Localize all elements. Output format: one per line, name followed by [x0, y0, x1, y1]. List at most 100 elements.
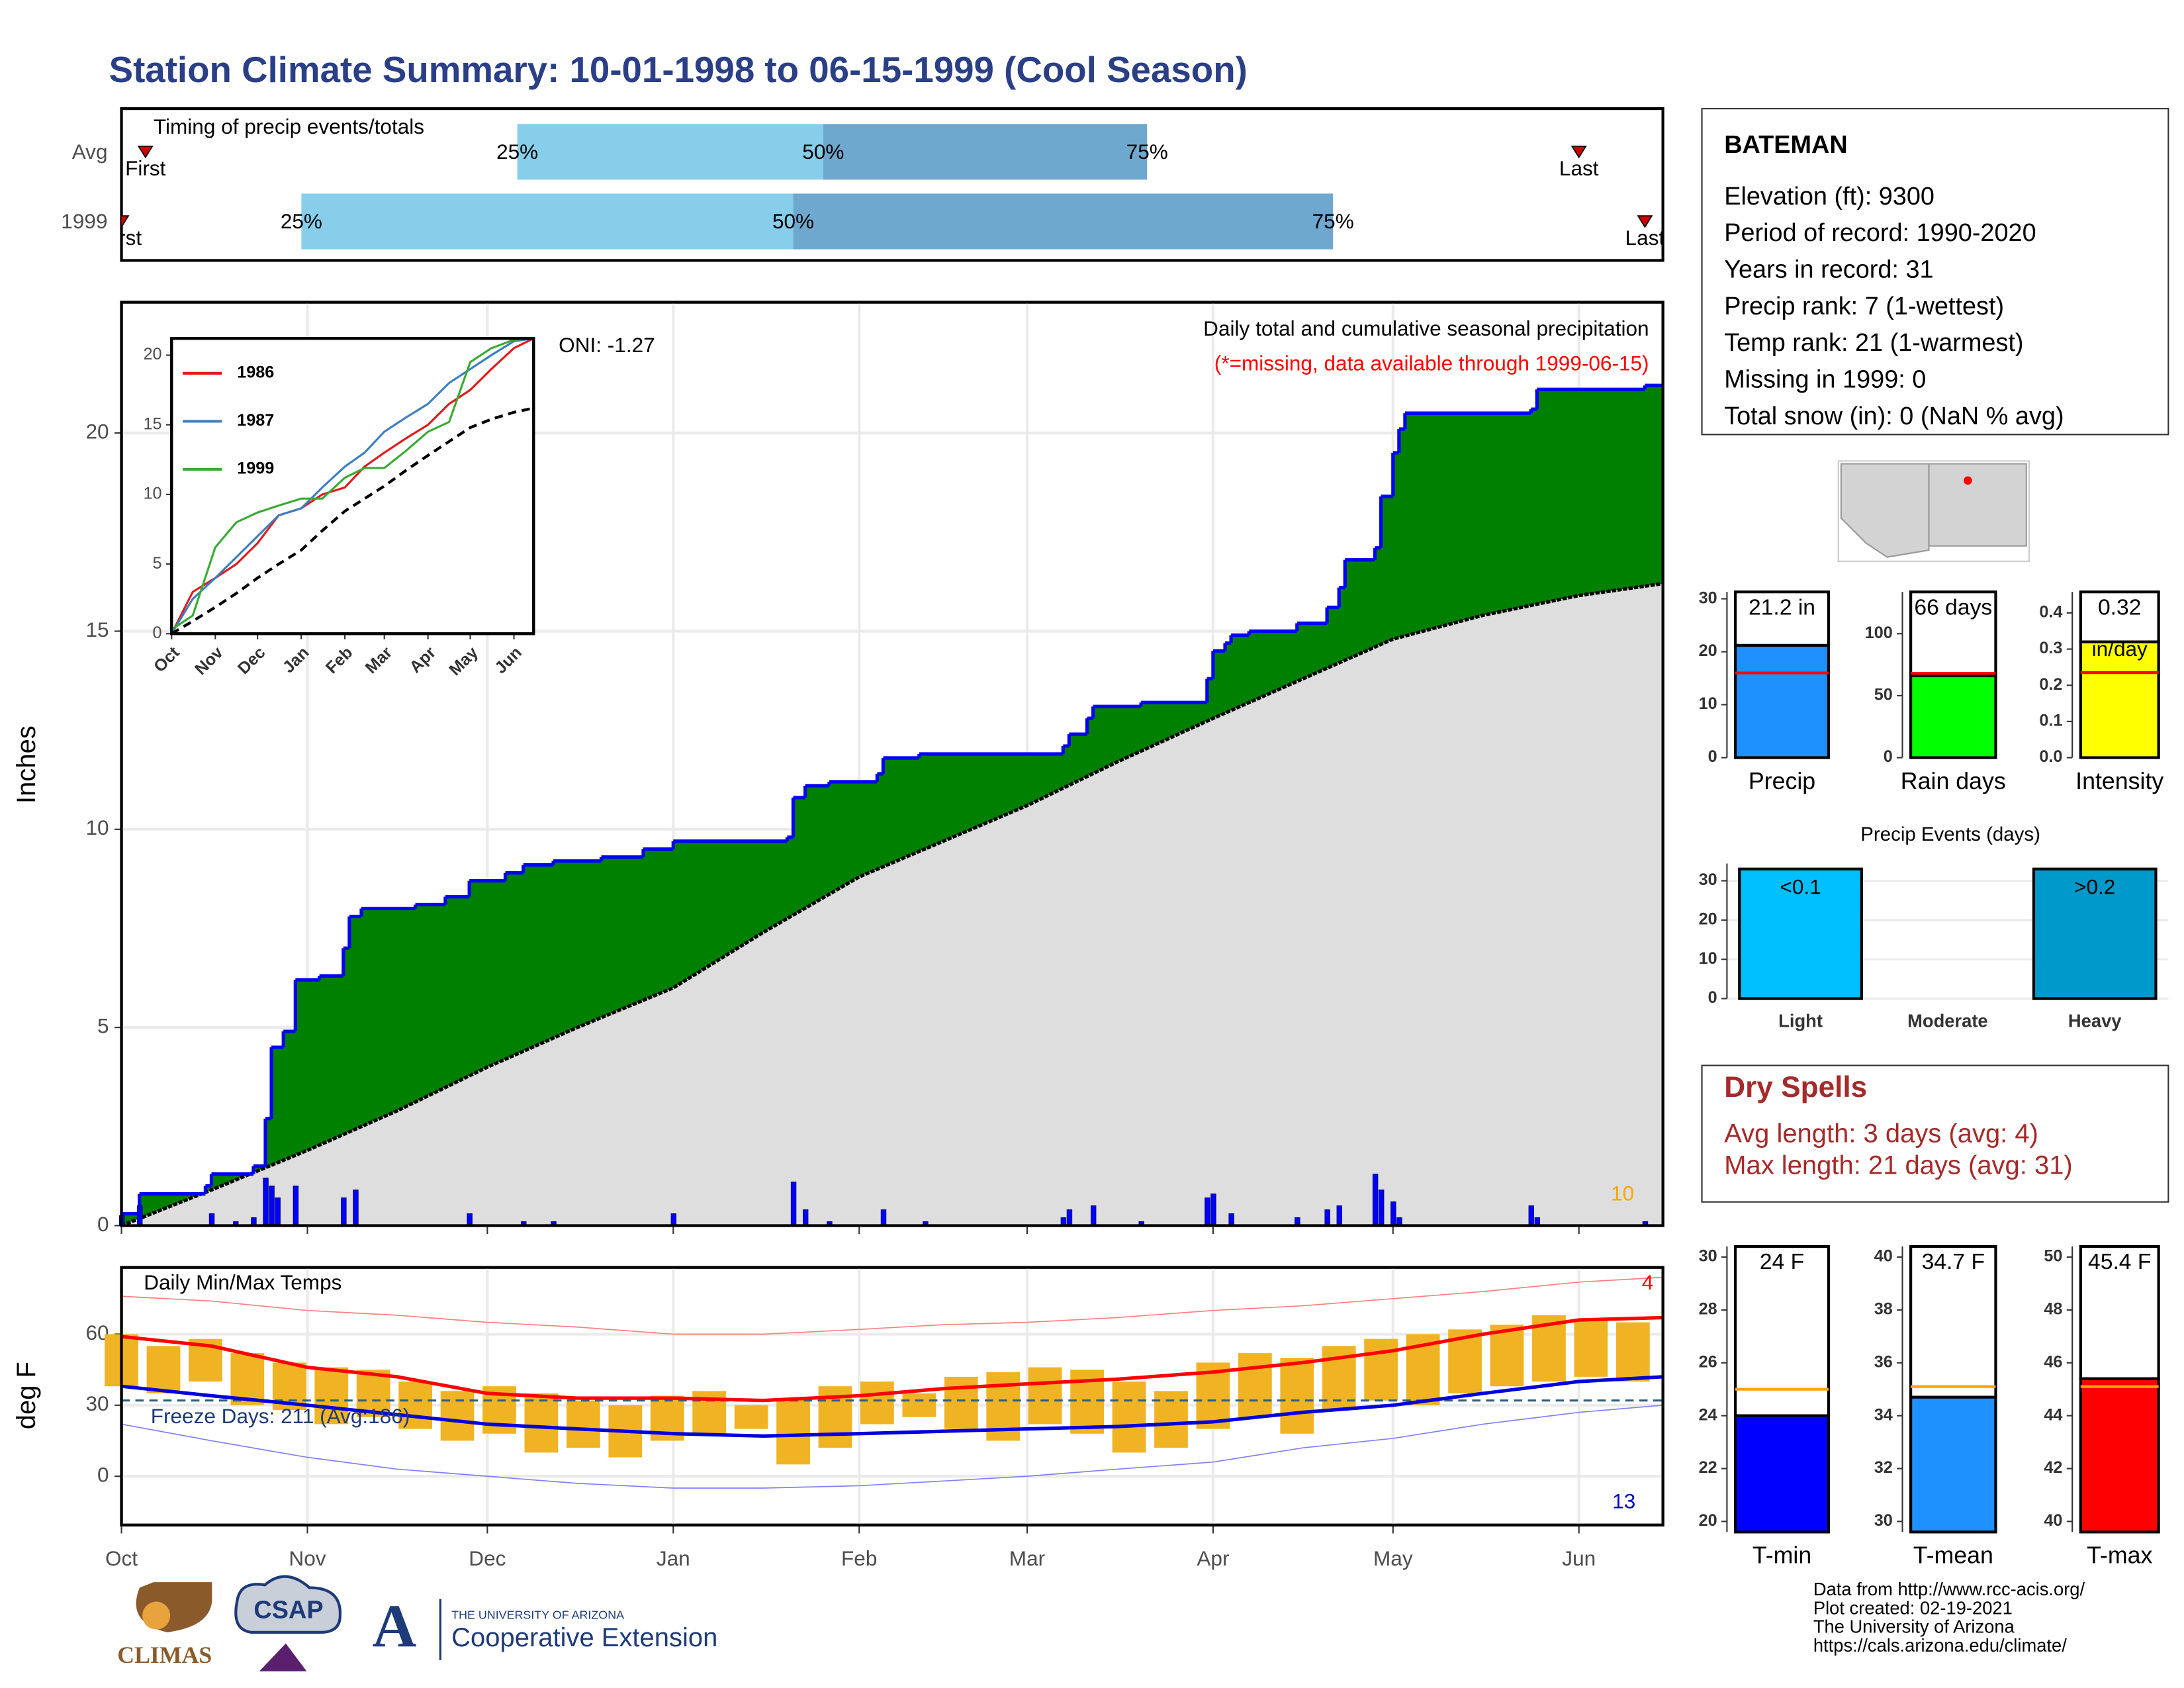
y-tick-label: 20 — [1699, 910, 1717, 929]
daily-bar — [1528, 1205, 1534, 1227]
x-tick-label: May — [1373, 1546, 1413, 1570]
daily-range-bar — [398, 1382, 432, 1429]
y-tick-label: 50 — [2044, 1247, 2062, 1266]
low-count: 13 — [1612, 1489, 1635, 1513]
y-tick-label: 15 — [86, 618, 109, 641]
row-label: Avg — [72, 140, 108, 164]
daily-bar — [790, 1182, 797, 1227]
y-tick-label: 20 — [1699, 641, 1717, 660]
y-tick-label: 28 — [1699, 1300, 1717, 1319]
quantile-label: 25% — [281, 209, 322, 233]
category-label: Intensity — [2075, 768, 2163, 794]
summary-bar — [2079, 1377, 2160, 1534]
daily-bar — [353, 1190, 359, 1227]
chart-subtitle: (*=missing, data available through 1999-… — [1214, 352, 1649, 375]
station-line: Precip rank: 7 (1-wettest) — [1724, 293, 2004, 320]
x-tick-label: Oct — [105, 1546, 138, 1570]
category-label: T-min — [1752, 1542, 1811, 1569]
daily-range-bar — [1490, 1325, 1524, 1387]
daily-range-bar — [944, 1376, 978, 1429]
daily-range-bar — [902, 1393, 936, 1417]
x-tick-label: Light — [1778, 1011, 1823, 1031]
daily-bar — [802, 1209, 809, 1227]
dry-spells-title: Dry Spells — [1724, 1071, 1867, 1103]
daily-range-bar — [1028, 1367, 1062, 1425]
quantile-label: 50% — [802, 140, 844, 164]
quantile-label: 75% — [1312, 209, 1354, 233]
y-tick-label: 32 — [1874, 1458, 1893, 1477]
unit-label: in/day — [2092, 637, 2148, 661]
bin-label: >0.2 — [2074, 875, 2115, 899]
page-title: Station Climate Summary: 10-01-1998 to 0… — [109, 49, 1248, 90]
daily-bar — [1372, 1174, 1379, 1227]
daily-range-bar — [1364, 1338, 1398, 1401]
y-tick-label: 0 — [97, 1462, 109, 1486]
freeze-label: Freeze Days: 211 (Avg:186) — [151, 1404, 410, 1428]
oni-label: ONI: -1.27 — [559, 333, 655, 357]
daily-range-bar — [734, 1405, 768, 1429]
event-label: First — [101, 226, 142, 250]
daily-range-bar — [1238, 1353, 1272, 1417]
range-bar — [823, 124, 1148, 180]
daily-range-bar — [1574, 1320, 1608, 1377]
y-tick-label: 0 — [1884, 747, 1893, 766]
daily-bar — [208, 1213, 215, 1227]
value-label: 0.32 — [2098, 595, 2142, 620]
station-line: Temp rank: 21 (1-warmest) — [1724, 329, 2023, 357]
credit-line: Plot created: 02-19-2021 — [1813, 1597, 2013, 1618]
event-label: Last — [1625, 226, 1665, 250]
daily-bar — [467, 1213, 473, 1227]
chart-title: Daily Min/Max Temps — [144, 1270, 341, 1294]
x-tick-label: Heavy — [2068, 1011, 2122, 1031]
logo-text: CSAP — [253, 1596, 323, 1624]
y-tick-label: 0.0 — [2039, 747, 2062, 766]
logos: A — [136, 1575, 441, 1671]
temp-line — [121, 1404, 1663, 1489]
high-count: 4 — [1642, 1270, 1654, 1294]
daily-range-bar — [440, 1391, 475, 1441]
summary-bar — [1733, 1414, 1831, 1534]
label-box — [2079, 590, 2160, 643]
y-axis-label: deg F — [12, 1362, 41, 1429]
value-label: 24 F — [1760, 1250, 1804, 1274]
category-label: Precip — [1749, 768, 1815, 794]
range-bar — [793, 193, 1334, 250]
daily-bar — [1336, 1205, 1342, 1227]
value-label: 34.7 F — [1922, 1250, 1985, 1274]
daily-bar — [341, 1197, 347, 1227]
daily-bar — [1324, 1209, 1330, 1227]
series-line — [171, 337, 534, 631]
summary-bar — [1909, 1395, 1997, 1534]
y-tick-label: 0 — [1708, 988, 1717, 1007]
y-tick-label: 15 — [143, 414, 161, 433]
daily-range-bar — [524, 1393, 559, 1453]
event-marker — [121, 215, 130, 228]
y-tick-label: 100 — [1865, 624, 1893, 642]
value-label: 45.4 F — [2088, 1250, 2151, 1274]
y-tick-label: 5 — [97, 1013, 109, 1037]
category-label: Rain days — [1901, 768, 2006, 794]
y-tick-label: 42 — [2044, 1458, 2062, 1477]
station-line: Missing in 1999: 0 — [1724, 365, 1926, 393]
event-marker — [137, 146, 154, 159]
label-box — [1733, 1244, 1831, 1417]
label-box — [1909, 590, 1997, 678]
value-label: 21.2 in — [1749, 595, 1815, 620]
average-line — [120, 582, 1663, 1227]
y-tick-label: 10 — [143, 485, 161, 503]
y-tick-label: 0.1 — [2039, 712, 2062, 730]
corner-count: 10 — [1611, 1182, 1634, 1205]
credit-line: https://cals.arizona.edu/climate/ — [1813, 1635, 2067, 1656]
panel-title: Timing of precip events/totals — [154, 115, 424, 138]
daily-range-bar — [776, 1398, 810, 1465]
daily-range-bar — [1615, 1322, 1650, 1382]
y-tick-label: 22 — [1699, 1458, 1717, 1477]
daily-range-bar — [566, 1400, 600, 1448]
daily-bar — [269, 1186, 275, 1227]
range-bar — [517, 124, 823, 180]
average-area — [121, 583, 1663, 1226]
y-tick-label: 50 — [1874, 686, 1893, 704]
locator-map — [1837, 460, 2030, 562]
panel-frame — [120, 301, 1664, 1227]
